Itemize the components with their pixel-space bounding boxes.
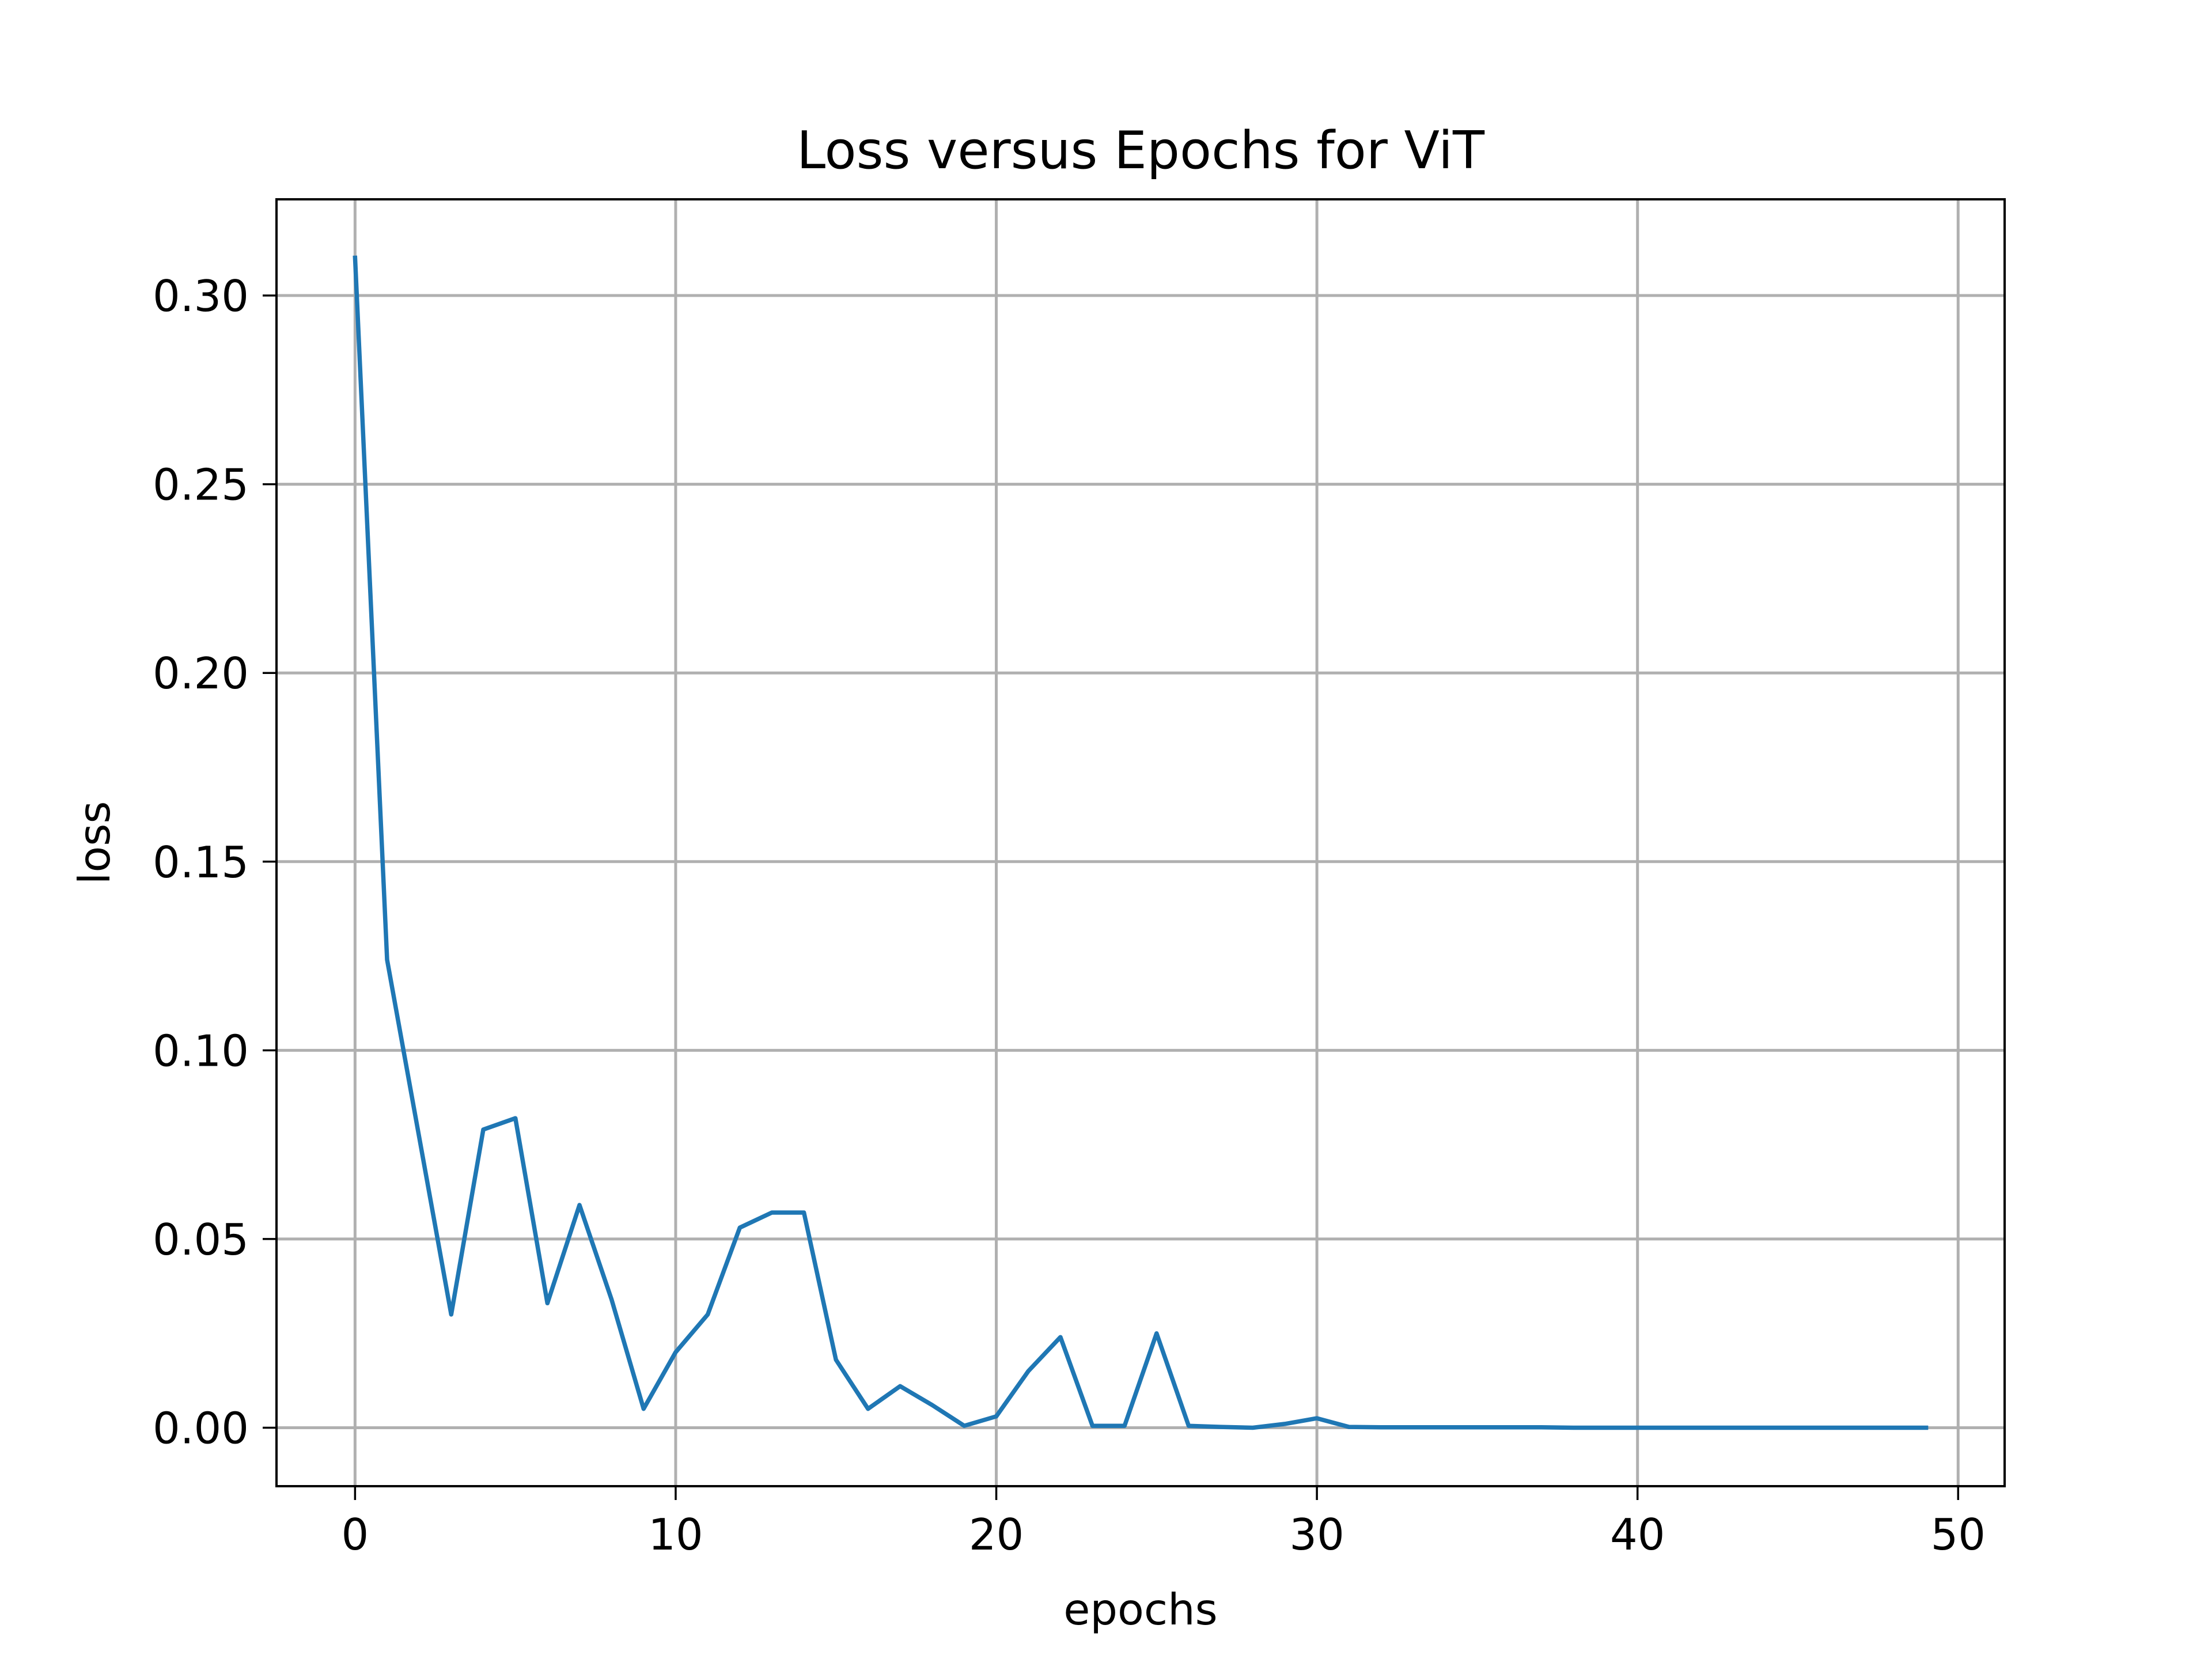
y-axis-label: loss xyxy=(69,801,120,885)
x-tick-label: 0 xyxy=(342,1509,369,1560)
x-tick-label: 10 xyxy=(648,1509,703,1560)
grid xyxy=(276,199,2005,1486)
x-axis-label: epochs xyxy=(1063,1584,1217,1635)
y-tick-label: 0.20 xyxy=(153,648,249,699)
y-tick-label: 0.30 xyxy=(153,271,249,321)
x-tick-label: 40 xyxy=(1610,1509,1665,1560)
plot-frame xyxy=(275,198,2006,1487)
x-tick-label: 20 xyxy=(969,1509,1024,1560)
chart-title: Loss versus Epochs for ViT xyxy=(797,120,1485,181)
y-tick-label: 0.00 xyxy=(153,1403,249,1453)
x-tick-label: 50 xyxy=(1931,1509,1986,1560)
ticks: 0 10 20 30 40 50 0.00 0.05 0.10 0.15 0.20 0.25 0.30 xyxy=(153,271,1986,1560)
loss-series-line xyxy=(353,255,1929,1430)
y-tick-label: 0.25 xyxy=(153,460,249,510)
y-tick-label: 0.05 xyxy=(153,1214,249,1265)
y-tick-label: 0.10 xyxy=(153,1025,249,1076)
series-layer xyxy=(353,255,1929,1430)
x-tick-label: 30 xyxy=(1289,1509,1344,1560)
y-tick-label: 0.15 xyxy=(153,837,249,888)
